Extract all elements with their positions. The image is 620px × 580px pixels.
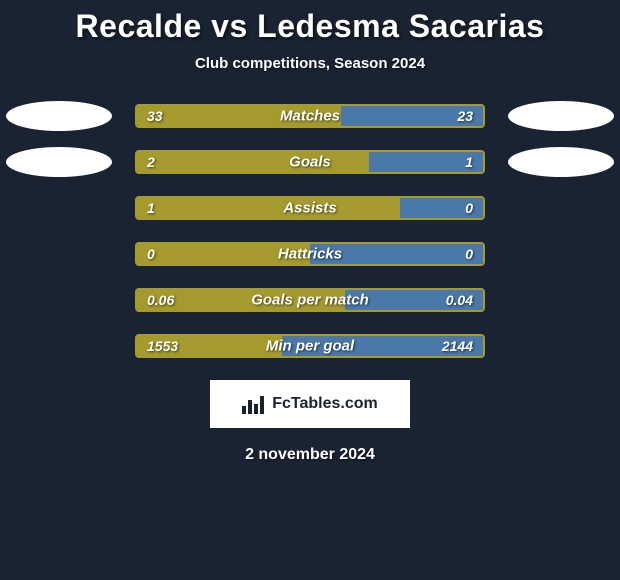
stat-label: Min per goal bbox=[266, 338, 354, 355]
stat-row: 1553 2144 Min per goal bbox=[0, 334, 620, 358]
stat-value-right: 1 bbox=[465, 154, 473, 170]
stat-value-left: 1553 bbox=[147, 338, 178, 354]
stat-label: Assists bbox=[283, 200, 336, 217]
stat-bar: 0 0 Hattricks bbox=[135, 242, 485, 266]
subtitle: Club competitions, Season 2024 bbox=[0, 55, 620, 72]
date-label: 2 november 2024 bbox=[0, 446, 620, 464]
stat-label: Hattricks bbox=[278, 246, 342, 263]
source-badge: FcTables.com bbox=[210, 380, 410, 428]
bar-chart-icon bbox=[242, 394, 266, 414]
bar-segment-left bbox=[137, 152, 369, 172]
stat-bar: 0.06 0.04 Goals per match bbox=[135, 288, 485, 312]
page-title: Recalde vs Ledesma Sacarias bbox=[0, 8, 620, 45]
stat-value-right: 23 bbox=[457, 108, 473, 124]
stat-row: 33 23 Matches bbox=[0, 104, 620, 128]
stat-value-right: 0 bbox=[465, 246, 473, 262]
stat-row: 0 0 Hattricks bbox=[0, 242, 620, 266]
stats-area: 33 23 Matches 2 1 Goals 1 0 Assists 0 0 Hattricks 0.… bbox=[0, 104, 620, 358]
stat-row: 0.06 0.04 Goals per match bbox=[0, 288, 620, 312]
stat-bar: 1 0 Assists bbox=[135, 196, 485, 220]
stat-value-left: 2 bbox=[147, 154, 155, 170]
player-oval-left bbox=[6, 147, 112, 177]
stat-value-left: 0.06 bbox=[147, 292, 174, 308]
stat-row: 2 1 Goals bbox=[0, 150, 620, 174]
stat-value-right: 2144 bbox=[442, 338, 473, 354]
stat-bar: 2 1 Goals bbox=[135, 150, 485, 174]
player-oval-right bbox=[508, 101, 614, 131]
comparison-infographic: Recalde vs Ledesma Sacarias Club competi… bbox=[0, 0, 620, 464]
stat-label: Goals per match bbox=[251, 292, 369, 309]
stat-bar: 1553 2144 Min per goal bbox=[135, 334, 485, 358]
stat-value-left: 0 bbox=[147, 246, 155, 262]
player-oval-left bbox=[6, 101, 112, 131]
bar-segment-left bbox=[137, 198, 400, 218]
stat-bar: 33 23 Matches bbox=[135, 104, 485, 128]
stat-row: 1 0 Assists bbox=[0, 196, 620, 220]
stat-value-left: 33 bbox=[147, 108, 163, 124]
stat-value-right: 0 bbox=[465, 200, 473, 216]
stat-label: Matches bbox=[280, 108, 340, 125]
badge-text: FcTables.com bbox=[272, 395, 378, 413]
stat-value-left: 1 bbox=[147, 200, 155, 216]
stat-value-right: 0.04 bbox=[446, 292, 473, 308]
player-oval-right bbox=[508, 147, 614, 177]
stat-label: Goals bbox=[289, 154, 331, 171]
